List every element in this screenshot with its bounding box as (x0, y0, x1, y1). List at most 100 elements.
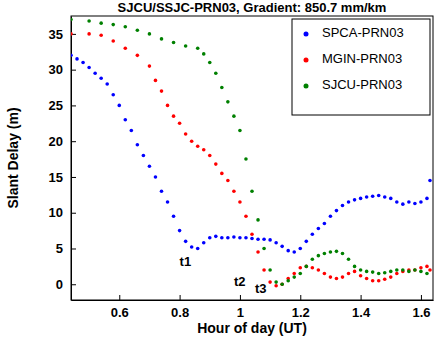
point (111, 23, 115, 27)
point (311, 257, 315, 261)
y-tick: 30 (49, 62, 76, 77)
y-tick: 10 (49, 205, 76, 220)
point (407, 200, 411, 204)
point (160, 189, 164, 193)
point (335, 250, 339, 254)
point (298, 247, 302, 251)
y-tick-label: 0 (56, 277, 63, 292)
point (196, 46, 200, 50)
point (262, 268, 266, 272)
point (383, 195, 387, 199)
x-tick-label: 0.6 (111, 305, 129, 320)
point (196, 144, 200, 148)
point (214, 235, 218, 239)
annotation: t1 (180, 254, 192, 269)
point (353, 270, 357, 274)
point (298, 266, 302, 270)
legend-marker (304, 84, 309, 89)
point (71, 32, 73, 36)
point (280, 282, 284, 286)
point (377, 279, 381, 283)
y-tick-mark (71, 70, 76, 71)
legend-label: SJCU-PRN03 (322, 77, 402, 92)
point (136, 54, 140, 58)
point (359, 268, 363, 272)
point (75, 57, 79, 61)
point (184, 240, 188, 244)
point (178, 229, 182, 233)
point (184, 44, 188, 48)
point (395, 200, 399, 204)
x-tick-label: 0.8 (171, 305, 189, 320)
x-tick-mark (421, 295, 422, 300)
point (305, 265, 309, 269)
y-tick: 25 (49, 98, 76, 113)
point (87, 66, 91, 70)
point (71, 18, 73, 22)
point (286, 279, 290, 283)
x-tick: 1.6 (412, 295, 430, 320)
point (419, 270, 423, 274)
point (317, 254, 321, 258)
series (71, 18, 429, 286)
point (280, 282, 284, 286)
point (323, 252, 327, 256)
point (208, 61, 212, 65)
y-tick-mark (71, 177, 76, 178)
point (202, 148, 206, 152)
point (292, 272, 296, 276)
point (329, 250, 333, 254)
x-tick-mark (300, 295, 301, 300)
point (136, 29, 140, 33)
y-tick-label: 10 (49, 205, 63, 220)
y-tick: 20 (49, 134, 76, 149)
point (87, 19, 91, 23)
y-axis-line (71, 17, 72, 301)
point (111, 93, 115, 97)
point (99, 34, 103, 38)
series (71, 54, 432, 254)
point (214, 162, 218, 166)
point (329, 215, 333, 219)
point (238, 236, 242, 240)
legend-marker (304, 32, 309, 37)
point (365, 270, 369, 274)
y-tick: 35 (49, 27, 76, 42)
point (99, 21, 103, 25)
y-tick-label: 25 (49, 98, 63, 113)
point (226, 236, 230, 240)
x-axis-line (72, 300, 434, 301)
point (413, 268, 417, 272)
point (142, 154, 146, 158)
point (268, 280, 272, 284)
legend: SPCA-PRN03MGIN-PRN03SJCU-PRN03 (292, 19, 430, 115)
y-tick-mark (71, 248, 76, 249)
point (323, 222, 327, 226)
point (99, 76, 103, 80)
annotation: t2 (234, 274, 246, 289)
point (359, 274, 363, 278)
point (347, 200, 351, 204)
point (341, 252, 345, 256)
point (148, 164, 152, 168)
point (305, 265, 309, 269)
point (353, 198, 357, 202)
x-axis-title: Hour of day (UT) (197, 320, 307, 336)
point (244, 157, 248, 161)
point (244, 236, 248, 240)
point (335, 209, 339, 213)
point (365, 277, 369, 281)
point (250, 189, 254, 193)
title: SJCU/SSJC-PRN03, Gradient: 850.7 mm/km (118, 0, 387, 15)
x-tick-label: 1.2 (292, 305, 310, 320)
point (124, 46, 128, 50)
point (220, 86, 224, 90)
x-tick: 0.6 (111, 295, 129, 320)
point (317, 268, 321, 272)
legend-label: MGIN-PRN03 (322, 51, 402, 66)
point (347, 257, 351, 261)
point (238, 129, 242, 133)
point (232, 189, 236, 193)
point (377, 272, 381, 276)
x-tick-label: 1 (237, 305, 244, 320)
